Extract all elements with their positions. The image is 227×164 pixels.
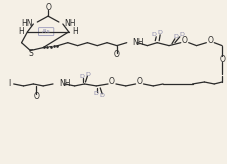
Text: D: D	[85, 72, 90, 77]
Text: D: D	[179, 32, 184, 37]
Text: Als: Als	[42, 29, 50, 34]
Text: H: H	[72, 27, 77, 36]
FancyBboxPatch shape	[38, 28, 54, 36]
Text: O: O	[182, 36, 188, 45]
Text: O: O	[137, 78, 143, 86]
Text: D: D	[158, 30, 163, 35]
Text: D: D	[79, 74, 84, 79]
Text: D: D	[100, 93, 105, 98]
Text: O: O	[33, 92, 39, 101]
Text: S: S	[28, 49, 33, 58]
Text: NH: NH	[64, 19, 75, 28]
Text: D: D	[94, 91, 99, 96]
Text: D: D	[173, 34, 178, 39]
Text: D: D	[152, 32, 157, 37]
Text: I: I	[9, 80, 11, 88]
Text: O: O	[114, 51, 120, 60]
Text: HN: HN	[21, 19, 32, 28]
Text: O: O	[207, 36, 213, 45]
Text: NH: NH	[133, 38, 144, 47]
Text: O: O	[219, 55, 225, 64]
Text: O: O	[109, 78, 115, 86]
Text: NH: NH	[59, 80, 70, 88]
Text: H: H	[19, 27, 25, 36]
Text: O: O	[45, 3, 51, 12]
